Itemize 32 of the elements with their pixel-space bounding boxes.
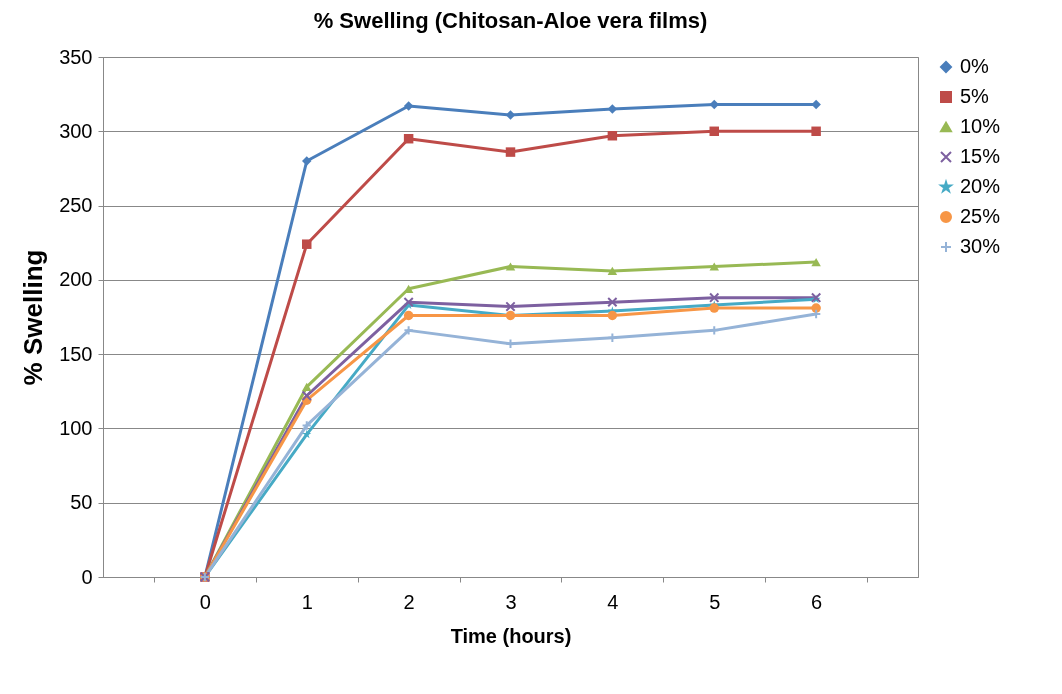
- point: [403, 325, 414, 336]
- legend-label: 30%: [960, 235, 1001, 257]
- y-axis-title: % Swelling: [18, 249, 49, 386]
- legend-label: 25%: [960, 205, 1001, 227]
- point: [301, 420, 312, 431]
- legend-label: 20%: [960, 175, 1001, 197]
- x-tick-label: 2: [403, 590, 415, 613]
- chart-title: % Swelling (Chitosan-Aloe vera films): [313, 8, 708, 33]
- point: [709, 292, 720, 303]
- y-tick-label: 150: [59, 342, 93, 365]
- point: [607, 296, 618, 308]
- y-tick-label: 250: [59, 194, 93, 217]
- y-tick-label: 100: [59, 416, 93, 439]
- y-tick-label: 50: [70, 491, 93, 514]
- legend-label: 5%: [960, 85, 990, 107]
- point: [505, 301, 516, 312]
- x-axis-title: Time (hours): [450, 624, 572, 647]
- legend-label: 15%: [960, 145, 1001, 167]
- x-tick-label: 5: [709, 590, 721, 613]
- y-tick-label: 300: [59, 119, 93, 142]
- x-tick-label: 3: [505, 590, 517, 613]
- x-tick-label: 4: [607, 590, 619, 613]
- y-tick-label: 0: [81, 565, 93, 588]
- x-tick-label: 6: [811, 590, 823, 613]
- y-tick-label: 200: [59, 268, 93, 291]
- point: [403, 296, 414, 308]
- x-tick-label: 0: [199, 590, 211, 613]
- y-tick-label: 350: [59, 45, 93, 68]
- legend-label: 10%: [960, 115, 1001, 137]
- legend-label: 0%: [960, 55, 990, 77]
- x-tick-label: 1: [301, 590, 313, 613]
- point: [301, 390, 312, 401]
